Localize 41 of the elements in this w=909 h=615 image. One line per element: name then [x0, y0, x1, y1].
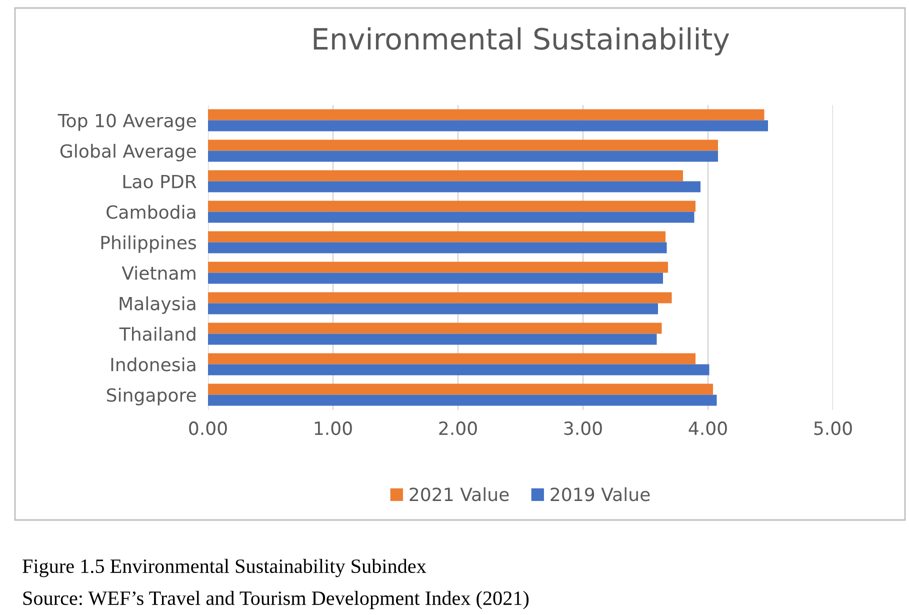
x-tick-label: 1.00	[314, 421, 352, 436]
bar	[208, 334, 657, 345]
bar	[208, 262, 668, 273]
bar	[208, 181, 700, 192]
y-tick-label: Philippines	[101, 235, 196, 253]
source-note: Source: WEF’s Travel and Tourism Development Index (2021)	[23, 590, 529, 610]
bar	[208, 364, 710, 376]
y-tick-label: Indonesia	[111, 357, 196, 372]
bar	[208, 109, 764, 120]
y-tick-label: Singapore	[106, 388, 196, 406]
caption: Figure 1.5 Environmental Sustainability Subindex	[22, 558, 426, 578]
bar	[208, 170, 683, 182]
bar	[208, 322, 662, 334]
x-tick-label: 2.00	[439, 421, 477, 436]
bar	[208, 200, 696, 212]
x-tick-label: 5.00	[814, 421, 852, 436]
bar	[208, 231, 666, 242]
bar	[208, 272, 663, 284]
chart-title: Environmental Sustainability	[314, 27, 730, 56]
y-tick-label: Cambodia	[106, 204, 196, 219]
x-tick-label: 4.00	[688, 421, 727, 436]
bar	[208, 140, 718, 151]
bar	[208, 150, 718, 162]
y-tick-label: Global Average	[60, 144, 196, 162]
bar	[208, 303, 658, 314]
bar	[208, 212, 694, 223]
legend-label: 2019 Value	[550, 487, 650, 502]
bar	[208, 384, 713, 395]
y-tick-label: Thailand	[119, 326, 196, 341]
bar	[208, 292, 672, 304]
bar	[208, 242, 667, 254]
y-tick-label: Lao PDR	[123, 174, 196, 188]
bar	[208, 394, 717, 406]
bar	[208, 120, 768, 132]
bar	[208, 353, 696, 364]
x-tick-label: 0.00	[189, 421, 227, 436]
x-tick-label: 3.00	[564, 421, 602, 436]
legend-label: 2021 Value	[410, 487, 509, 502]
y-tick-label: Malaysia	[120, 296, 196, 314]
y-tick-label: Vietnam	[122, 266, 196, 280]
y-tick-label: Top 10 Average	[58, 114, 196, 131]
